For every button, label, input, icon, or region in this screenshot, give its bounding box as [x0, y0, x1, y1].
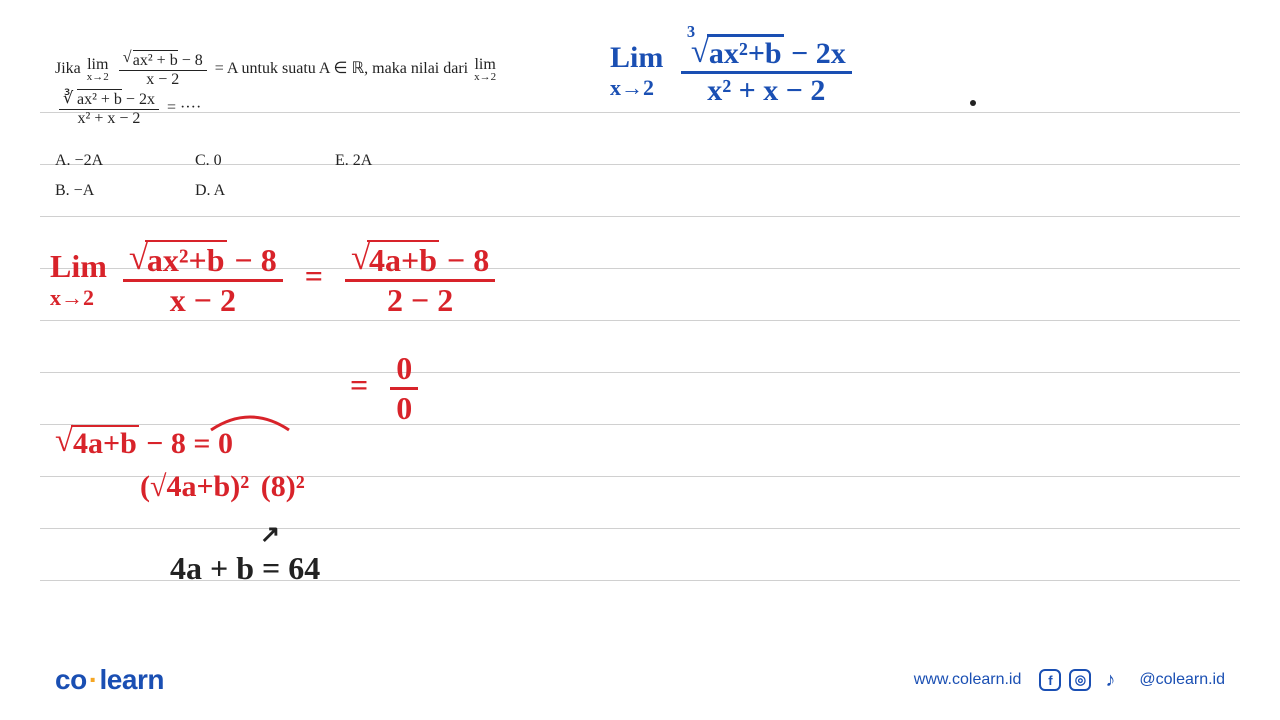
red-step1: Lim x→2 ax²+b − 8 x − 2 = 4a+b − 8 2 − 2 — [50, 240, 501, 319]
opt-b: B. −A — [55, 176, 195, 206]
red-step3-line2: (√4a+b)² (8)² — [140, 470, 305, 504]
lim-symbol-2: lim x→2 — [474, 56, 496, 83]
red-step2: = 0 0 — [350, 350, 424, 427]
answer-options: A. −2A C. 0 E. 2A B. −A D. A — [55, 146, 575, 206]
arc-mark — [205, 408, 295, 436]
dot-marker — [970, 100, 976, 106]
final-result: 4a + b = 64 — [170, 550, 320, 587]
footer-handle: @colearn.id — [1139, 671, 1225, 689]
opt-c: C. 0 — [195, 146, 335, 176]
opt-a: A. −2A — [55, 146, 195, 176]
tiktok-icon: ♪ — [1099, 669, 1121, 691]
mid-text: = A untuk suatu A ∈ ℝ, maka nilai dari — [215, 60, 472, 77]
target-fraction: ax² + b − 2x x² + x − 2 — [59, 89, 159, 128]
lead-text: Jika — [55, 60, 81, 77]
problem-statement: Jika lim x→2 ax² + b − 8 x − 2 = A untuk… — [55, 50, 575, 206]
opt-d: D. A — [195, 176, 335, 206]
social-icons: f ◎ ♪ — [1039, 669, 1121, 691]
footer-url: www.colearn.id — [914, 671, 1022, 689]
blue-work: Lim x→2 3 ax²+b − 2x x² + x − 2 — [610, 34, 858, 108]
trail-text: = ···· — [167, 99, 201, 116]
brand-logo: co·learn — [55, 664, 164, 696]
instagram-icon: ◎ — [1069, 669, 1091, 691]
opt-e: E. 2A — [335, 146, 475, 176]
given-fraction: ax² + b − 8 x − 2 — [119, 50, 207, 89]
footer: co·learn www.colearn.id f ◎ ♪ @colearn.i… — [55, 664, 1225, 696]
facebook-icon: f — [1039, 669, 1061, 691]
lim-symbol: lim x→2 — [87, 56, 109, 83]
arrow-mark: ↗ — [260, 520, 280, 549]
